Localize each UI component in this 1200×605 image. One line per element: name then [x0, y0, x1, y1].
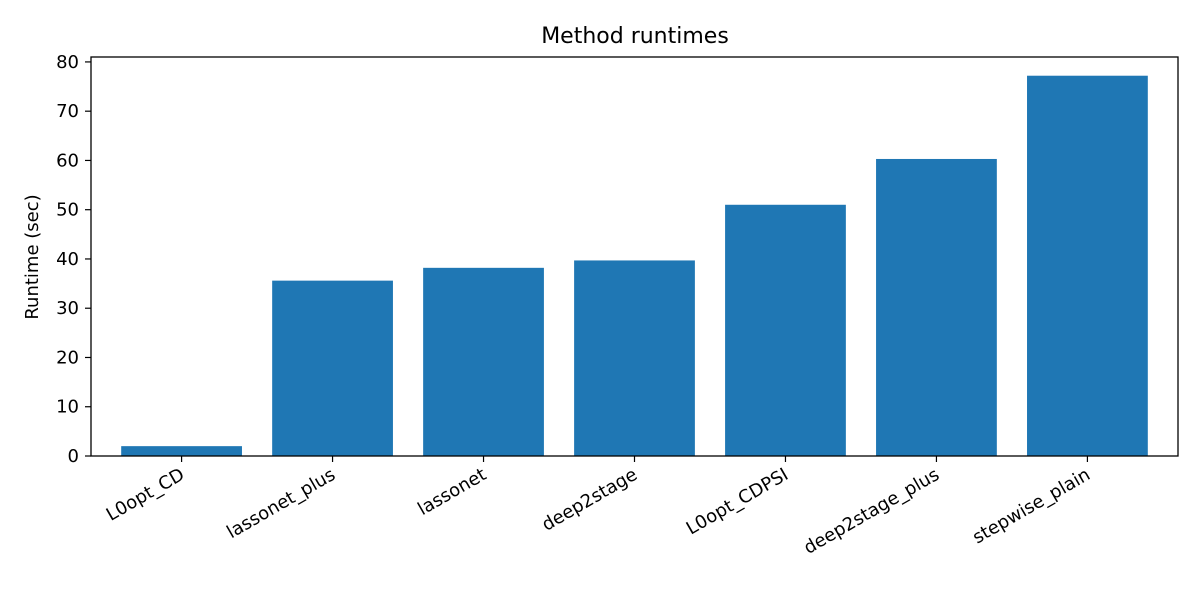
x-tick-label: deep2stage_plus: [800, 464, 943, 559]
bar-deep2stage: [574, 260, 695, 456]
chart-title: Method runtimes: [541, 24, 729, 49]
y-tick-label: 60: [56, 150, 79, 171]
y-tick-label: 30: [56, 298, 79, 319]
bars-group: [121, 75, 1148, 457]
y-axis-ticks: 0 10 20 30 40 50 60 70 80: [56, 52, 91, 467]
x-tick-label: stepwise_plain: [969, 464, 1094, 548]
bar-L0opt_CD: [121, 446, 242, 456]
y-tick-label: 10: [56, 397, 79, 418]
y-tick-label: 80: [56, 52, 79, 73]
x-axis-ticks: L0opt_CD lassonet_plus lassonet deep2stage L…: [103, 456, 1094, 559]
bar-stepwise_plain: [1027, 75, 1148, 457]
y-axis-label: Runtime (sec): [22, 194, 43, 319]
x-tick-label: L0opt_CDPSI: [683, 464, 792, 539]
bar-deep2stage_plus: [876, 158, 997, 456]
bar-lassonet: [423, 267, 544, 456]
x-tick-label: deep2stage: [538, 464, 641, 535]
y-tick-label: 20: [56, 347, 79, 368]
x-tick-label: lassonet_plus: [223, 464, 339, 543]
y-tick-label: 40: [56, 249, 79, 270]
y-tick-label: 0: [68, 446, 79, 467]
y-tick-label: 50: [56, 200, 79, 221]
x-tick-label: L0opt_CD: [103, 464, 188, 525]
y-tick-label: 70: [56, 101, 79, 122]
x-tick-label: lassonet: [414, 464, 490, 520]
bar-L0opt_CDPSI: [725, 204, 846, 456]
plot-frame: [90, 56, 1179, 457]
bar-lassonet_plus: [272, 280, 393, 456]
